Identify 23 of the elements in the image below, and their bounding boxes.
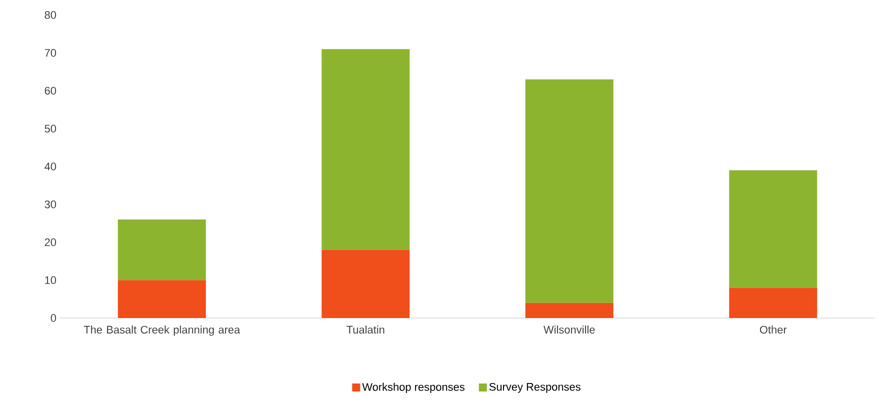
bar bbox=[525, 79, 614, 303]
legend-label: Survey Responses bbox=[489, 382, 580, 393]
x-tick-label: The Basalt Creek planning area bbox=[84, 326, 240, 336]
y-tick-label: 0 bbox=[50, 314, 56, 322]
bar bbox=[729, 170, 818, 288]
legend-label: Workshop responses bbox=[362, 382, 464, 393]
x-tick-label: Wilsonville bbox=[544, 326, 595, 334]
bar bbox=[729, 288, 818, 318]
x-tick-label: Other bbox=[760, 326, 787, 334]
y-tick-label: 40 bbox=[44, 162, 56, 170]
bar bbox=[525, 302, 614, 318]
y-tick-label: 10 bbox=[45, 276, 56, 284]
y-tick-label: 60 bbox=[44, 86, 56, 95]
bar bbox=[322, 250, 410, 318]
bar bbox=[118, 280, 206, 318]
x-tick-label: Tualatin bbox=[346, 326, 384, 334]
bar bbox=[118, 220, 206, 280]
y-tick-label: 80 bbox=[44, 11, 56, 19]
y-tick-label: 30 bbox=[44, 200, 56, 208]
y-tick-label: 50 bbox=[44, 124, 56, 133]
y-tick-label: 20 bbox=[44, 238, 56, 246]
bar bbox=[322, 49, 410, 250]
y-tick-label: 70 bbox=[44, 49, 56, 57]
